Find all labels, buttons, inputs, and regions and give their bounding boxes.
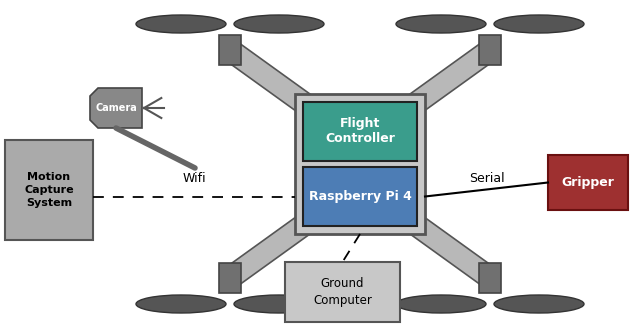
Polygon shape [90,88,142,128]
FancyBboxPatch shape [303,167,417,226]
FancyBboxPatch shape [303,102,417,161]
Text: Ground
Computer: Ground Computer [313,277,372,307]
Text: Serial: Serial [468,171,504,185]
Text: Flight
Controller: Flight Controller [325,117,395,145]
Polygon shape [223,215,312,287]
FancyBboxPatch shape [479,263,501,293]
Text: Raspberry Pi 4: Raspberry Pi 4 [308,190,412,203]
Ellipse shape [396,15,486,33]
Ellipse shape [136,15,226,33]
FancyBboxPatch shape [219,35,241,65]
FancyBboxPatch shape [5,140,93,240]
Text: Wifi: Wifi [182,171,206,185]
FancyBboxPatch shape [548,155,628,210]
Text: Motion
Capture
System: Motion Capture System [24,172,74,208]
Polygon shape [408,215,497,287]
Polygon shape [223,41,312,113]
Ellipse shape [136,295,226,313]
Ellipse shape [234,15,324,33]
FancyBboxPatch shape [219,263,241,293]
Text: Gripper: Gripper [561,176,614,189]
Ellipse shape [396,295,486,313]
FancyBboxPatch shape [285,262,400,322]
FancyBboxPatch shape [295,94,425,234]
Text: Camera: Camera [95,103,137,113]
FancyBboxPatch shape [479,35,501,65]
Polygon shape [408,41,497,113]
Ellipse shape [234,295,324,313]
Ellipse shape [494,15,584,33]
Ellipse shape [494,295,584,313]
